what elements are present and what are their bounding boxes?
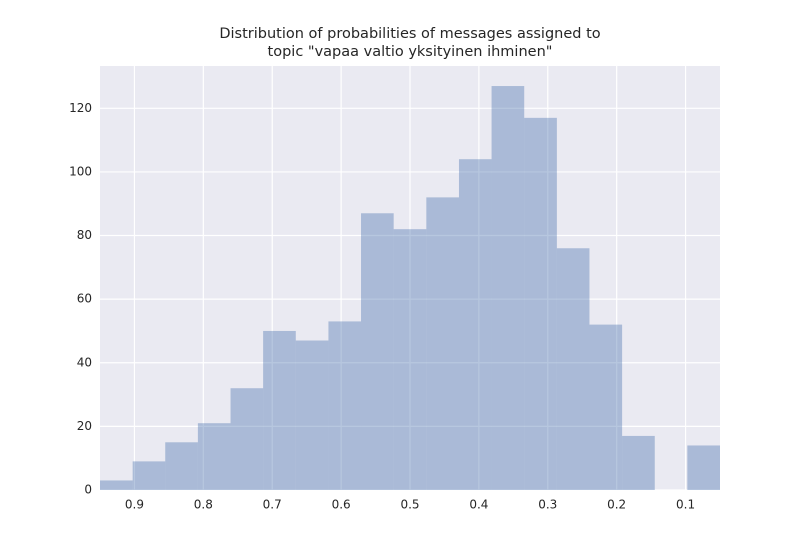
bar — [687, 445, 720, 490]
x-tick-label: 0.6 — [332, 498, 351, 512]
y-tick-label: 100 — [69, 164, 92, 178]
x-tick-label: 0.2 — [607, 498, 626, 512]
bar — [491, 86, 525, 491]
x-tick-label: 0.3 — [538, 498, 557, 512]
y-tick-label: 80 — [77, 228, 92, 242]
y-tick-label: 60 — [77, 292, 92, 306]
bar — [524, 117, 557, 491]
bar — [458, 159, 492, 490]
y-tick-label: 20 — [77, 419, 92, 433]
x-tick-label: 0.1 — [676, 498, 695, 512]
bar — [426, 197, 459, 491]
y-tick-label: 40 — [77, 355, 92, 369]
bar — [622, 435, 655, 490]
x-tick-label: 0.8 — [194, 498, 213, 512]
x-tick-label: 0.7 — [263, 498, 282, 512]
bar — [230, 388, 264, 490]
chart-title: topic "vapaa valtio yksityinen ihminen" — [268, 44, 553, 60]
x-tick-label: 0.4 — [469, 498, 488, 512]
x-tick-label: 0.5 — [400, 498, 419, 512]
bar — [263, 330, 296, 490]
y-tick-label: 120 — [69, 101, 92, 115]
bar — [589, 324, 623, 490]
bar — [328, 321, 362, 490]
bar — [393, 229, 427, 490]
bar — [197, 423, 231, 490]
bar — [100, 480, 133, 490]
bar — [556, 248, 590, 490]
x-tick-label: 0.9 — [125, 498, 144, 512]
bar — [295, 340, 329, 490]
bar — [165, 442, 198, 490]
bar — [132, 461, 166, 490]
y-tick-label: 0 — [84, 483, 92, 497]
chart-title: Distribution of probabilities of message… — [219, 26, 600, 42]
bar — [361, 213, 394, 490]
